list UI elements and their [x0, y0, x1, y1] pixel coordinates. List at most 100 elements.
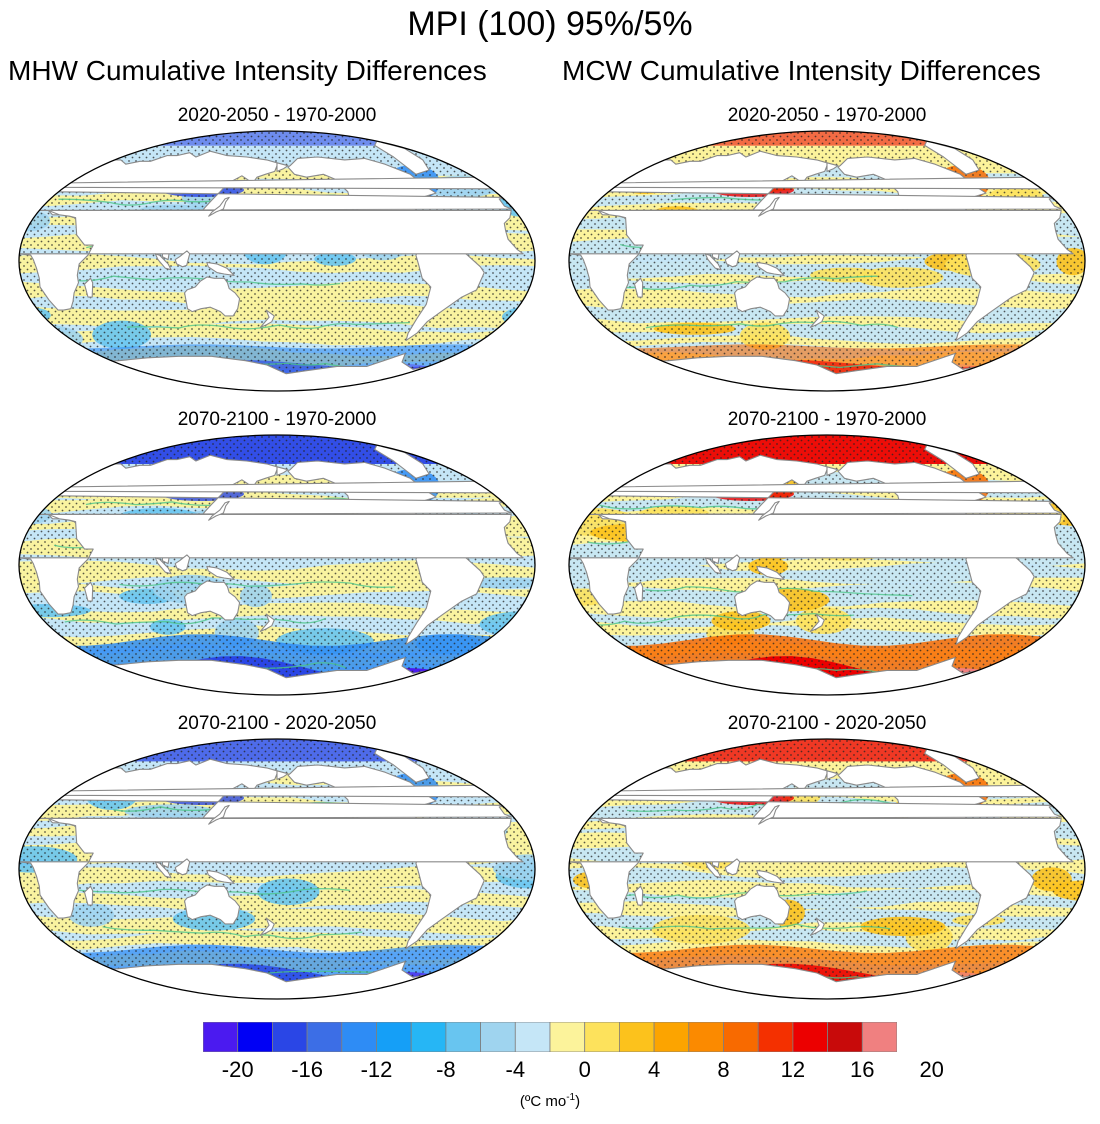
land-japan	[758, 804, 780, 825]
land-new-zealand	[809, 917, 825, 936]
contour-line	[645, 586, 913, 597]
map-panel-mcw-2070-2100-vs-2020-2050: 2070-2100 - 2020-2050	[562, 712, 1092, 1002]
land-australia	[184, 580, 241, 621]
land-madagascar	[83, 581, 94, 602]
colorbar-swatch	[445, 1022, 481, 1052]
panel-title: 2020-2050 - 1970-2000	[177, 105, 377, 126]
land-australia	[184, 884, 241, 925]
land-new-zealand	[809, 613, 825, 632]
colorbar-tick-label: 20	[919, 1057, 944, 1082]
colorbar-swatch	[341, 1022, 377, 1052]
land-japan	[208, 500, 230, 521]
contour-line	[645, 320, 899, 329]
land-eurasia-east	[826, 162, 839, 172]
colorbar-swatch	[272, 1022, 308, 1052]
land-south-america	[405, 243, 485, 341]
land-south-america	[955, 243, 1035, 341]
colorbar-tick-label: 8	[717, 1057, 730, 1082]
colorbar	[203, 1022, 897, 1052]
colorbar-swatch	[549, 1022, 586, 1052]
colorbar-swatch	[376, 1022, 412, 1052]
land-new-zealand	[259, 613, 275, 632]
land-new-guinea	[756, 565, 785, 580]
land-sumatra	[154, 253, 172, 271]
colorbar-swatch	[514, 1022, 551, 1052]
map-panel-mcw-2070-2100-vs-1970-2000: 2070-2100 - 1970-2000	[562, 408, 1092, 698]
colorbar-swatch	[618, 1022, 655, 1052]
land-africa	[19, 513, 524, 615]
contour-line	[102, 926, 363, 940]
land-borneo	[174, 858, 191, 876]
colorbar-swatch	[792, 1022, 829, 1052]
land-new-zealand	[809, 309, 825, 328]
land-japan	[758, 500, 780, 521]
panel-title: 2070-2100 - 2020-2050	[177, 713, 377, 734]
colorbar-swatch	[306, 1022, 343, 1052]
land-sumatra	[704, 253, 722, 271]
colorbar-tick-label: 0	[578, 1057, 591, 1082]
land-south-america	[955, 851, 1035, 949]
land-eurasia-east	[276, 770, 289, 780]
colorbar-swatch	[480, 1022, 516, 1052]
land-borneo	[174, 554, 191, 572]
map-border	[568, 434, 1086, 696]
land-japan	[208, 196, 230, 217]
land-africa	[19, 209, 524, 311]
land-new-guinea	[756, 869, 785, 884]
land-madagascar	[633, 885, 644, 906]
map-border	[568, 738, 1086, 1000]
land-australia	[184, 276, 241, 317]
land-south-america	[955, 547, 1035, 645]
land-new-guinea	[206, 869, 235, 884]
colorbar-tick-label: -4	[505, 1057, 526, 1082]
land-south-america	[405, 851, 485, 949]
land-new-zealand	[259, 917, 275, 936]
map-panel-mhw-2070-2100-vs-1970-2000: 2070-2100 - 1970-2000	[12, 408, 542, 698]
colorbar-tick-label: -20	[221, 1057, 254, 1082]
land-africa	[569, 817, 1074, 919]
land-new-zealand	[259, 309, 275, 328]
panel-title: 2070-2100 - 1970-2000	[177, 409, 377, 430]
colorbar-swatch	[688, 1022, 724, 1052]
contour-line	[64, 617, 327, 625]
land-south-america	[405, 547, 485, 645]
panel-title: 2070-2100 - 1970-2000	[727, 409, 927, 430]
colorbar-swatch	[723, 1022, 759, 1052]
colorbar-tick-labels: -20 -16 -12 -8 -4 0 4 8 12 16 20	[0, 1056, 1100, 1086]
colorbar-swatch	[757, 1022, 794, 1052]
world-map	[18, 130, 536, 392]
colorbar-swatch	[827, 1022, 863, 1052]
colorbar-tick-label: -12	[360, 1057, 393, 1082]
land-eurasia-east	[276, 162, 289, 172]
column-title-mhw: MHW Cumulative Intensity Differences	[8, 55, 487, 86]
land-eurasia-east	[826, 770, 839, 780]
colorbar-tick-label: 4	[647, 1057, 661, 1082]
land-new-guinea	[206, 565, 235, 580]
land-madagascar	[83, 277, 94, 298]
land-sumatra	[704, 861, 722, 879]
map-border	[18, 130, 536, 392]
land-australia	[734, 276, 791, 317]
land-africa	[569, 513, 1074, 615]
colorbar-tick-label: -16	[291, 1057, 323, 1082]
figure-title: MPI (100) 95%/5%	[407, 5, 693, 43]
land-australia	[734, 580, 791, 621]
colorbar-swatch	[584, 1022, 620, 1052]
land-madagascar	[633, 581, 644, 602]
colorbar-tick-label: 12	[780, 1057, 806, 1082]
land-sumatra	[154, 557, 172, 575]
contour-line	[626, 798, 897, 812]
land-borneo	[174, 250, 191, 268]
colorbar-swatch	[203, 1022, 239, 1052]
map-panel-mhw-2020-2050: 2020-2050 - 1970-2000	[12, 104, 542, 394]
colorbar-swatch	[237, 1022, 273, 1052]
contour-line	[621, 923, 891, 930]
land-new-guinea	[206, 261, 235, 276]
map-border	[18, 738, 536, 1000]
land-japan	[208, 804, 230, 825]
panel-title: 2020-2050 - 1970-2000	[727, 105, 927, 126]
land-borneo	[724, 858, 741, 876]
column-title-mcw: MCW Cumulative Intensity Differences	[562, 55, 1041, 86]
land-australia	[734, 884, 791, 925]
land-africa	[19, 817, 524, 919]
